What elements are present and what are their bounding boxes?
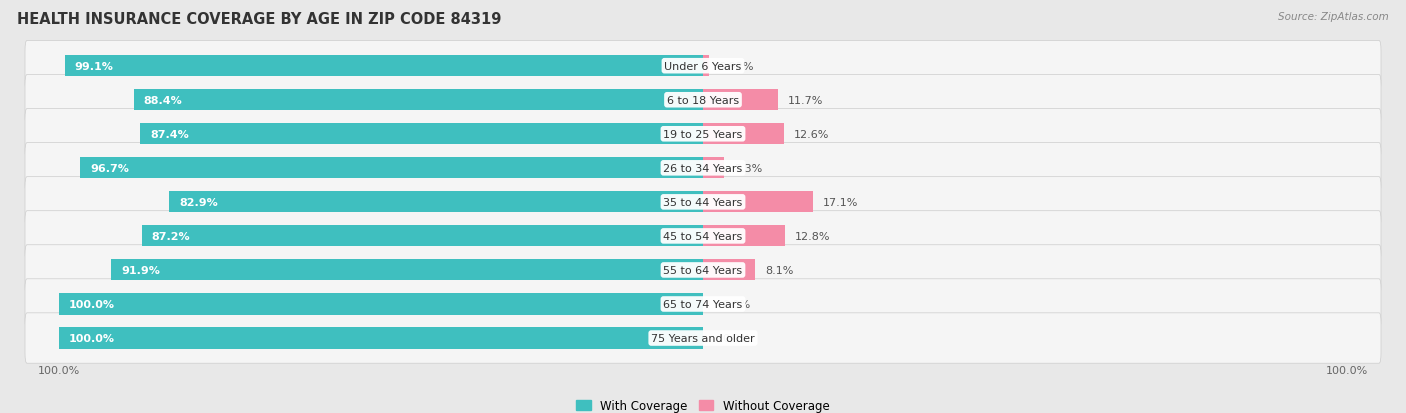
Bar: [59, 294, 703, 315]
Text: 0.0%: 0.0%: [723, 333, 751, 343]
Text: 65 to 74 Years: 65 to 74 Years: [664, 299, 742, 309]
Bar: [169, 192, 703, 213]
Legend: With Coverage, Without Coverage: With Coverage, Without Coverage: [572, 394, 834, 413]
FancyBboxPatch shape: [25, 279, 1381, 330]
Bar: [703, 260, 755, 281]
FancyBboxPatch shape: [25, 313, 1381, 363]
FancyBboxPatch shape: [25, 75, 1381, 126]
Text: 3.3%: 3.3%: [734, 164, 762, 173]
Bar: [111, 260, 703, 281]
Text: 100.0%: 100.0%: [69, 299, 115, 309]
Text: 96.7%: 96.7%: [90, 164, 129, 173]
Bar: [65, 56, 703, 77]
Bar: [703, 124, 785, 145]
Text: 26 to 34 Years: 26 to 34 Years: [664, 164, 742, 173]
Text: 12.8%: 12.8%: [794, 231, 831, 241]
Text: 88.4%: 88.4%: [143, 95, 183, 105]
Text: 19 to 25 Years: 19 to 25 Years: [664, 129, 742, 140]
Text: 100.0%: 100.0%: [69, 333, 115, 343]
Text: 6 to 18 Years: 6 to 18 Years: [666, 95, 740, 105]
Text: 0.92%: 0.92%: [718, 62, 754, 71]
FancyBboxPatch shape: [25, 211, 1381, 261]
FancyBboxPatch shape: [25, 177, 1381, 228]
Text: 8.1%: 8.1%: [765, 265, 793, 275]
Bar: [142, 226, 703, 247]
Text: 55 to 64 Years: 55 to 64 Years: [664, 265, 742, 275]
FancyBboxPatch shape: [25, 41, 1381, 92]
Bar: [703, 56, 709, 77]
FancyBboxPatch shape: [25, 245, 1381, 295]
FancyBboxPatch shape: [25, 143, 1381, 194]
Text: 99.1%: 99.1%: [75, 62, 114, 71]
Bar: [703, 90, 779, 111]
Bar: [80, 158, 703, 179]
Text: 17.1%: 17.1%: [823, 197, 858, 207]
Text: 87.2%: 87.2%: [152, 231, 190, 241]
Text: 87.4%: 87.4%: [150, 129, 188, 140]
Text: HEALTH INSURANCE COVERAGE BY AGE IN ZIP CODE 84319: HEALTH INSURANCE COVERAGE BY AGE IN ZIP …: [17, 12, 502, 27]
Text: 91.9%: 91.9%: [121, 265, 160, 275]
Bar: [703, 158, 724, 179]
Text: Source: ZipAtlas.com: Source: ZipAtlas.com: [1278, 12, 1389, 22]
Bar: [703, 192, 813, 213]
FancyBboxPatch shape: [25, 109, 1381, 159]
Text: 35 to 44 Years: 35 to 44 Years: [664, 197, 742, 207]
Text: 11.7%: 11.7%: [787, 95, 824, 105]
Bar: [59, 328, 703, 349]
Text: 75 Years and older: 75 Years and older: [651, 333, 755, 343]
Bar: [703, 226, 786, 247]
Text: 0.0%: 0.0%: [723, 299, 751, 309]
Text: 12.6%: 12.6%: [794, 129, 830, 140]
Bar: [141, 124, 703, 145]
Text: 45 to 54 Years: 45 to 54 Years: [664, 231, 742, 241]
Text: Under 6 Years: Under 6 Years: [665, 62, 741, 71]
Bar: [134, 90, 703, 111]
Text: 82.9%: 82.9%: [179, 197, 218, 207]
